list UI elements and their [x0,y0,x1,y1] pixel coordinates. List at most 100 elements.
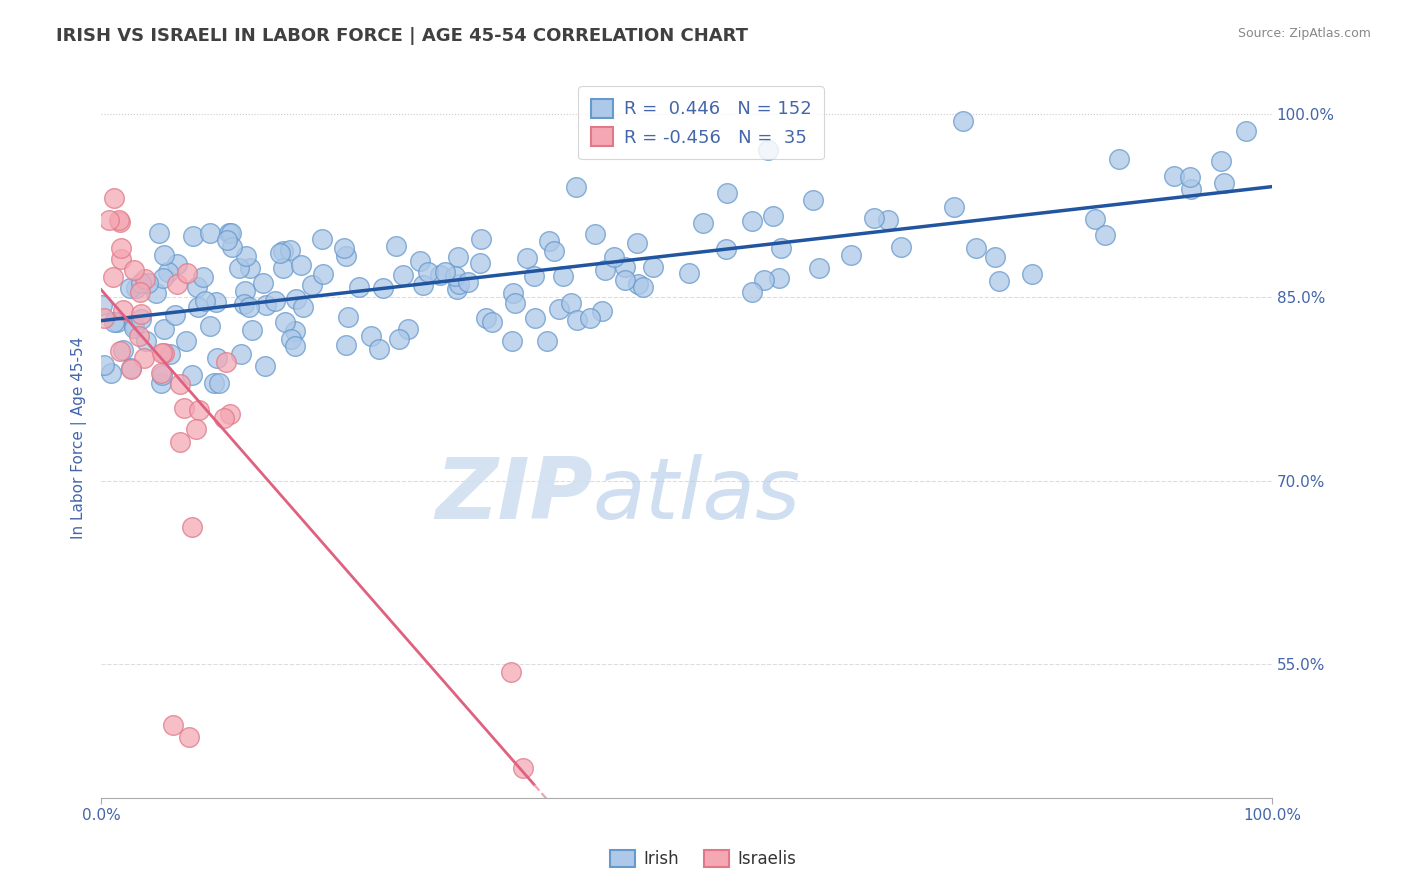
Point [218,226,240,240]
Point [433,265,456,279]
Text: atlas: atlas [593,454,801,537]
Point [429,268,451,282]
Point [368,342,391,356]
Point [103,315,125,329]
Point [205,294,228,309]
Point [254,359,277,374]
Point [536,334,558,348]
Point [108,343,131,358]
Point [1021,267,1043,281]
Text: ZIP: ZIP [436,454,593,537]
Point [1178,170,1201,185]
Point [301,278,323,293]
Point [501,334,523,349]
Point [627,277,650,292]
Point [254,297,277,311]
Point [1094,228,1116,243]
Point [1234,123,1257,137]
Point [98,213,121,227]
Point [583,227,606,241]
Point [548,301,571,316]
Point [110,252,132,266]
Point [278,243,301,257]
Point [290,258,312,272]
Point [271,244,294,258]
Point [107,213,129,227]
Point [335,338,357,352]
Point [716,186,738,201]
Point [565,180,588,194]
Point [593,263,616,277]
Point [613,273,636,287]
Point [470,232,492,246]
Point [129,311,152,326]
Point [741,214,763,228]
Point [807,260,830,275]
Point [335,249,357,263]
Point [560,296,582,310]
Point [128,328,150,343]
Point [132,351,155,366]
Point [152,368,174,383]
Point [124,318,146,332]
Point [756,143,779,157]
Point [219,227,242,241]
Point [219,407,242,421]
Point [157,265,180,279]
Point [839,248,862,262]
Legend: Irish, Israelis: Irish, Israelis [603,843,803,875]
Point [163,308,186,322]
Point [150,345,173,359]
Point [112,343,135,357]
Point [202,376,225,390]
Point [169,434,191,449]
Point [1209,154,1232,169]
Point [311,232,333,246]
Point [166,257,188,271]
Point [228,261,250,276]
Point [876,213,898,227]
Point [233,284,256,298]
Point [221,240,243,254]
Point [392,268,415,282]
Point [543,244,565,258]
Point [502,285,524,300]
Point [692,216,714,230]
Point [240,323,263,337]
Point [191,270,214,285]
Point [124,321,146,335]
Point [468,256,491,270]
Point [198,319,221,334]
Point [136,276,159,290]
Point [231,347,253,361]
Point [752,273,775,287]
Point [337,310,360,324]
Text: Source: ZipAtlas.com: Source: ZipAtlas.com [1237,27,1371,40]
Point [987,274,1010,288]
Point [103,191,125,205]
Point [152,247,174,261]
Point [118,281,141,295]
Point [481,315,503,329]
Point [274,315,297,329]
Point [108,215,131,229]
Point [567,312,589,326]
Point [173,401,195,415]
Point [125,281,148,295]
Point [232,297,254,311]
Point [91,298,114,312]
Point [412,278,434,293]
Point [181,368,204,383]
Point [134,272,156,286]
Point [396,321,419,335]
Point [678,266,700,280]
Point [768,270,790,285]
Point [626,235,648,250]
Point [208,376,231,390]
Point [770,241,793,255]
Point [503,295,526,310]
Point [93,358,115,372]
Point [122,262,145,277]
Point [166,277,188,291]
Point [631,280,654,294]
